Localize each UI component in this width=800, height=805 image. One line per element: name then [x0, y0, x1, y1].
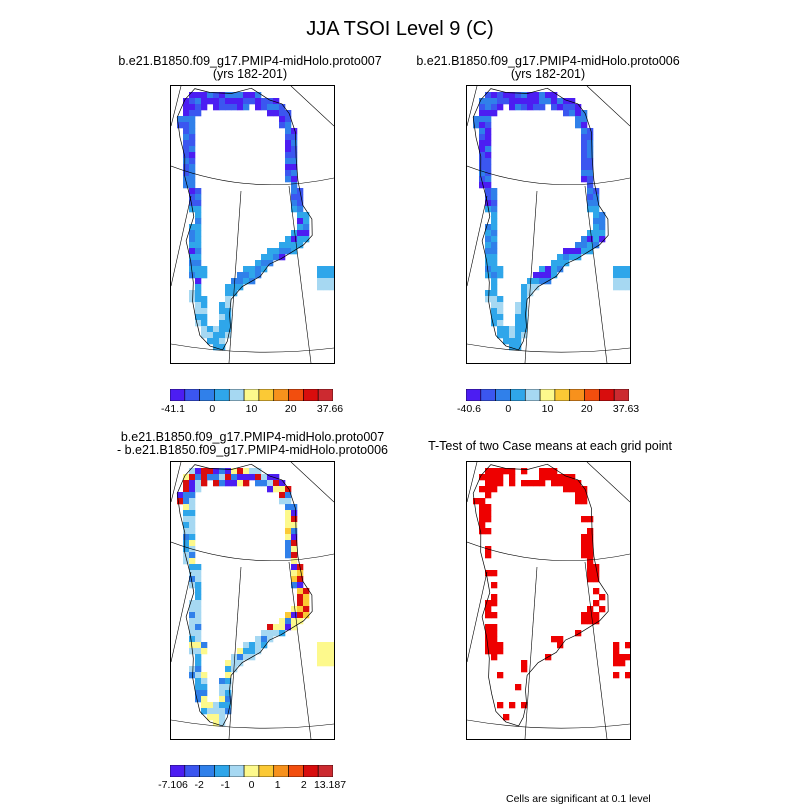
colorbar-swatch — [228, 388, 245, 402]
map-case1 — [170, 85, 335, 364]
panel-ttest-title: T-Test of two Case means at each grid po… — [400, 440, 700, 453]
colorbar-tick-label: 20 — [284, 403, 297, 415]
colorbar-swatch — [273, 388, 289, 402]
colorbar-tick-label: -7.106 — [158, 779, 188, 791]
colorbar-swatch — [495, 388, 511, 402]
colorbar-tick-label: 0 — [248, 779, 255, 791]
colorbar-swatch — [184, 388, 200, 402]
colorbar-swatch — [169, 388, 186, 402]
colorbar-tick-label: 0 — [505, 403, 512, 415]
colorbar-tick-label: -2 — [194, 779, 204, 791]
coastline — [176, 87, 313, 351]
significance-footnote: Cells are significant at 0.1 level — [506, 793, 651, 805]
colorbar-tick-label: 13.187 — [313, 779, 347, 791]
colorbar-swatch — [584, 388, 600, 402]
colorbar-tick-label: 10 — [245, 403, 258, 415]
colorbar-swatch — [243, 388, 260, 402]
colorbar-swatch — [510, 388, 526, 402]
colorbar-swatch — [228, 764, 245, 778]
colorbar-swatch — [214, 764, 230, 778]
colorbar-tick-label: 0 — [209, 403, 216, 415]
coastline — [472, 463, 609, 727]
colorbar-swatch — [273, 764, 289, 778]
page-title: JJA TSOI Level 9 (C) — [306, 18, 494, 40]
colorbar-swatch — [303, 388, 319, 402]
colorbar-swatch — [258, 764, 275, 778]
grid-cells — [473, 468, 630, 721]
coastline — [472, 87, 609, 351]
grid-cells — [177, 92, 334, 351]
colorbar-tick-label: 2 — [300, 779, 307, 791]
colorbar-swatch — [539, 388, 556, 402]
panel-diff-title-line2: - b.e21.B1850.f09_g17.PMIP4-midHolo.prot… — [116, 443, 388, 457]
graticule — [171, 462, 334, 739]
colorbar-tick-label: -40.6 — [457, 403, 481, 415]
colorbar-swatch — [214, 388, 230, 402]
colorbar-swatch — [199, 388, 215, 402]
colorbar-swatch — [199, 764, 215, 778]
panel-ttest-title-line1: T-Test of two Case means at each grid po… — [428, 439, 672, 453]
colorbar-diff-labels: -7.106 -2 -1 0 1 2 13.187 — [158, 779, 346, 793]
panel-case2-title-line2: (yrs 182-201) — [510, 67, 586, 81]
colorbar-swatch — [288, 388, 304, 402]
colorbar-case1 — [169, 388, 334, 402]
colorbar-diff — [169, 764, 334, 778]
colorbar-case1-labels: -41.1 0 10 20 37.66 — [161, 403, 343, 417]
panel-case2-title-line1: b.e21.B1850.f09_g17.PMIP4-midHolo.proto0… — [416, 54, 680, 68]
colorbar-tick-label: 37.66 — [316, 403, 344, 415]
colorbar-swatch — [243, 764, 260, 778]
colorbar-swatch — [599, 388, 615, 402]
panel-case1-title: b.e21.B1850.f09_g17.PMIP4-midHolo.proto0… — [100, 55, 400, 81]
colorbar-swatch — [465, 388, 482, 402]
colorbar-swatch — [288, 764, 304, 778]
grid-cells — [473, 92, 630, 351]
graticule — [171, 86, 334, 363]
colorbar-swatch — [480, 388, 496, 402]
colorbar-swatch — [317, 764, 334, 778]
panel-case1-title-line2: (yrs 182-201) — [212, 67, 288, 81]
colorbar-tick-label: 37.63 — [612, 403, 640, 415]
map-diff — [170, 461, 335, 740]
panel-case1-title-line1: b.e21.B1850.f09_g17.PMIP4-midHolo.proto0… — [118, 54, 382, 68]
colorbar-swatch — [303, 764, 319, 778]
colorbar-swatch — [569, 388, 585, 402]
graticule — [467, 86, 630, 363]
colorbar-swatch — [613, 388, 630, 402]
graticule — [467, 462, 630, 739]
colorbar-tick-label: -41.1 — [161, 403, 185, 415]
map-case2 — [466, 85, 631, 364]
panel-case2-title: b.e21.B1850.f09_g17.PMIP4-midHolo.proto0… — [400, 55, 696, 81]
coastline — [176, 463, 313, 727]
colorbar-swatch — [317, 388, 334, 402]
colorbar-swatch — [524, 388, 541, 402]
grid-cells — [177, 468, 334, 727]
map-ttest — [466, 461, 631, 740]
colorbar-case2 — [465, 388, 630, 402]
colorbar-case2-labels: -40.6 0 10 20 37.63 — [457, 403, 639, 417]
colorbar-tick-label: 1 — [274, 779, 281, 791]
colorbar-swatch — [169, 764, 186, 778]
colorbar-swatch — [184, 764, 200, 778]
colorbar-swatch — [554, 388, 571, 402]
panel-diff-title: b.e21.B1850.f09_g17.PMIP4-midHolo.proto0… — [100, 431, 405, 457]
colorbar-tick-label: -1 — [220, 779, 230, 791]
colorbar-swatch — [258, 388, 275, 402]
colorbar-tick-label: 20 — [580, 403, 593, 415]
panel-diff-title-line1: b.e21.B1850.f09_g17.PMIP4-midHolo.proto0… — [120, 430, 385, 444]
colorbar-tick-label: 10 — [541, 403, 554, 415]
